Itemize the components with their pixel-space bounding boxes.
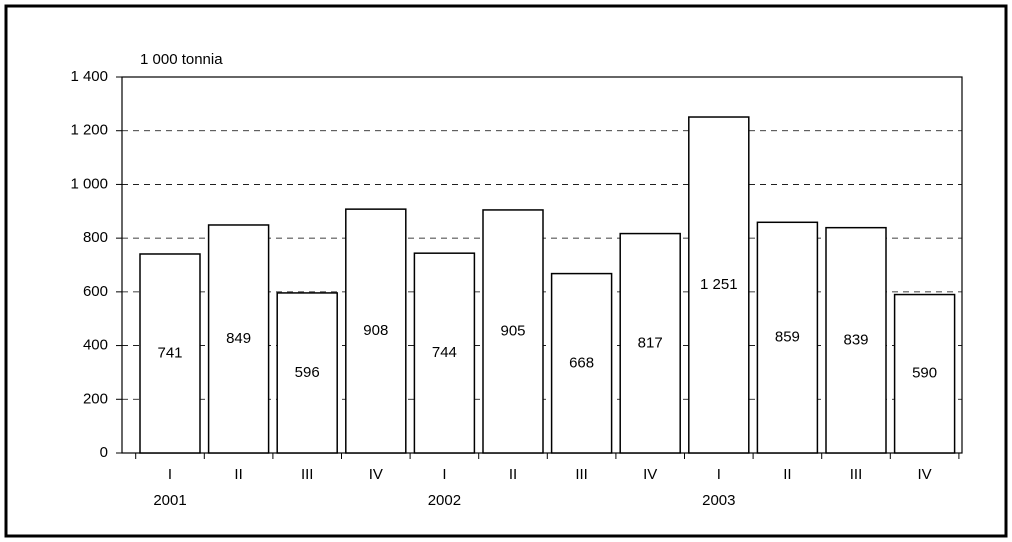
value-label: 859 xyxy=(775,329,800,346)
x-tick-label: III xyxy=(575,466,588,483)
value-label: 905 xyxy=(500,322,525,339)
x-group-label: 2003 xyxy=(702,492,735,509)
x-tick-label: IV xyxy=(918,466,932,483)
value-label: 817 xyxy=(638,334,663,351)
value-label: 908 xyxy=(363,322,388,339)
value-label: 744 xyxy=(432,344,457,361)
bar xyxy=(207,224,270,454)
y-tick-label: 200 xyxy=(83,390,108,407)
bar xyxy=(550,272,613,454)
x-tick-label: III xyxy=(850,466,863,483)
x-group-label: 2001 xyxy=(153,492,186,509)
bar xyxy=(276,292,338,454)
bar xyxy=(139,253,201,454)
x-tick-label: IV xyxy=(643,466,657,483)
x-tick-label: II xyxy=(234,466,242,483)
bar xyxy=(619,232,681,454)
value-label: 1 251 xyxy=(700,276,738,293)
bar xyxy=(893,293,956,454)
y-tick-label: 1 200 xyxy=(70,122,108,139)
outer-frame xyxy=(4,4,1008,538)
y-tick-label: 0 xyxy=(100,444,108,461)
value-label: 668 xyxy=(569,354,594,371)
y-tick-label: 400 xyxy=(83,337,108,354)
bar xyxy=(413,252,476,454)
x-tick-label: II xyxy=(783,466,791,483)
value-label: 839 xyxy=(843,331,868,348)
x-tick-label: I xyxy=(168,466,172,483)
bar xyxy=(825,226,887,454)
x-tick-label: III xyxy=(301,466,314,483)
y-tick-label: 1 400 xyxy=(70,68,108,85)
value-label: 741 xyxy=(157,344,182,361)
bar xyxy=(756,221,819,454)
x-tick-label: II xyxy=(509,466,517,483)
x-tick-label: IV xyxy=(369,466,383,483)
value-label: 849 xyxy=(226,330,251,347)
y-tick-label: 600 xyxy=(83,283,108,300)
bar xyxy=(482,209,544,454)
x-tick-label: I xyxy=(442,466,446,483)
y-tick-label: 1 000 xyxy=(70,175,108,192)
bar xyxy=(688,116,750,454)
bar xyxy=(345,208,407,454)
value-label: 596 xyxy=(295,364,320,381)
value-label: 590 xyxy=(912,365,937,382)
x-tick-label: I xyxy=(717,466,721,483)
x-group-label: 2002 xyxy=(428,492,461,509)
y-tick-label: 800 xyxy=(83,229,108,246)
y-axis-label: 1 000 tonnia xyxy=(140,51,223,68)
